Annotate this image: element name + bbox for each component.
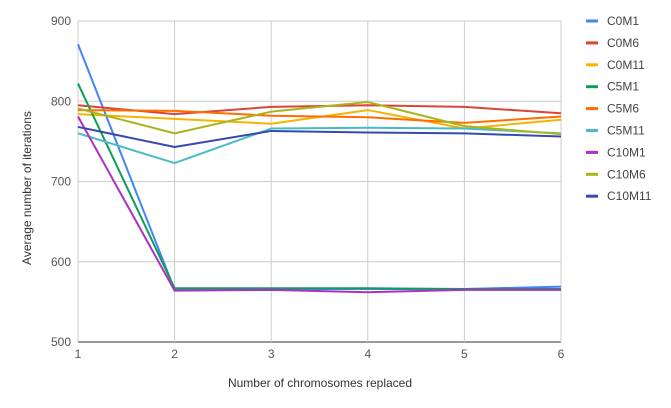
series-line-c10m1 bbox=[77, 116, 561, 294]
y-axis-ticks: 500 600 700 800 900 bbox=[51, 14, 71, 349]
legend-label: C10M11 bbox=[607, 189, 652, 203]
legend-label: C0M1 bbox=[607, 14, 639, 28]
legend-label: C5M11 bbox=[607, 124, 645, 138]
chart-legend: C0M1 C0M6 C0M11 C5M1 C5M6 C5M11 C10M1 C10M6 C10M… bbox=[586, 14, 652, 203]
y-tick-label: 600 bbox=[51, 255, 71, 269]
x-tick-label: 6 bbox=[558, 347, 565, 361]
x-tick-label: 5 bbox=[461, 347, 468, 361]
x-tick-label: 1 bbox=[75, 347, 82, 361]
chart-series bbox=[77, 43, 562, 294]
x-tick-label: 2 bbox=[171, 347, 178, 361]
legend-label: C10M1 bbox=[607, 145, 646, 159]
legend-label: C0M6 bbox=[607, 36, 639, 50]
legend-label: C0M11 bbox=[607, 58, 645, 72]
series-line-c10m6 bbox=[77, 101, 562, 136]
series-line-c10m11 bbox=[77, 125, 562, 148]
x-axis-ticks: 1 2 3 4 5 6 bbox=[75, 347, 565, 361]
series-line-c5m1 bbox=[77, 83, 561, 291]
chart-grid bbox=[77, 20, 562, 343]
x-tick-label: 3 bbox=[268, 347, 275, 361]
x-tick-label: 4 bbox=[364, 347, 371, 361]
legend-label: C5M6 bbox=[607, 102, 639, 116]
y-axis-title: Average number of iterations bbox=[20, 111, 34, 265]
series-line-c5m6 bbox=[77, 109, 562, 124]
y-tick-label: 800 bbox=[51, 94, 71, 108]
series-line-c5m11 bbox=[77, 126, 562, 165]
y-tick-label: 900 bbox=[51, 14, 71, 28]
legend-label: C10M6 bbox=[607, 167, 646, 181]
legend-label: C5M1 bbox=[607, 80, 639, 94]
y-tick-label: 700 bbox=[51, 175, 71, 189]
y-tick-label: 500 bbox=[51, 335, 71, 349]
x-axis-title: Number of chromosomes replaced bbox=[228, 376, 412, 390]
series-line-c0m1 bbox=[77, 43, 562, 291]
